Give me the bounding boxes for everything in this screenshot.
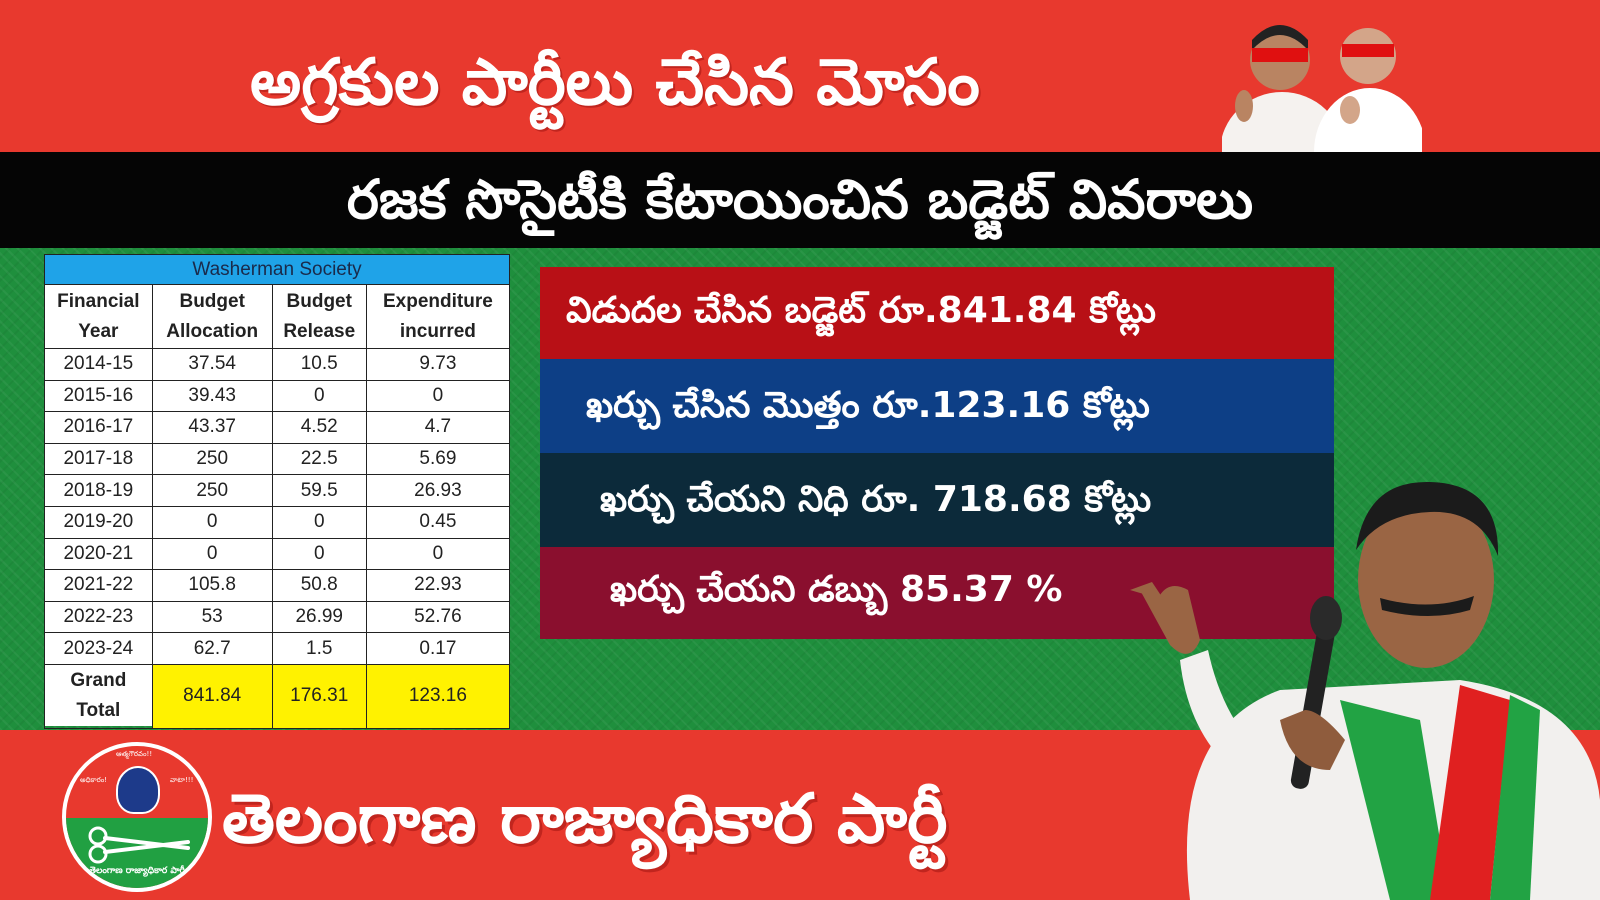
table-row: 2020-21 0 0 0 bbox=[44, 537, 511, 571]
column-header: Expenditure incurred bbox=[365, 284, 511, 349]
release-cell: 26.99 bbox=[271, 600, 367, 634]
allocation-cell: 250 bbox=[151, 474, 273, 507]
release-cell: 22.5 bbox=[271, 442, 367, 476]
expenditure-cell: 9.73 bbox=[365, 348, 511, 381]
speaker-photo bbox=[1130, 481, 1600, 900]
stat-unspent-fund: ఖర్చు చేయని నిధి రూ. 718.68 కోట్లు bbox=[540, 453, 1334, 547]
year-cell: 2019-20 bbox=[44, 505, 153, 539]
release-cell: 4.52 bbox=[271, 411, 367, 444]
allocation-cell: 250 bbox=[151, 442, 273, 476]
table-row: 2023-24 62.7 1.5 0.17 bbox=[44, 632, 511, 665]
year-cell: 2014-15 bbox=[44, 348, 153, 381]
expenditure-cell: 4.7 bbox=[365, 411, 511, 444]
year-cell: 2017-18 bbox=[44, 442, 153, 476]
year-cell: 2021-22 bbox=[44, 569, 153, 602]
release-cell: 0 bbox=[271, 379, 367, 413]
total-allocation: 841.84 bbox=[151, 663, 273, 729]
table-row: 2021-22 105.8 50.8 22.93 bbox=[44, 569, 511, 602]
release-cell: 0 bbox=[271, 537, 367, 571]
release-cell: 59.5 bbox=[271, 474, 367, 507]
release-cell: 0 bbox=[271, 505, 367, 539]
expenditure-cell: 22.93 bbox=[365, 569, 511, 602]
budget-table: Washerman Society Financial Year Budget Al… bbox=[44, 254, 511, 729]
fist-emblem-icon bbox=[116, 766, 160, 814]
table-row: 2018-19 250 59.5 26.93 bbox=[44, 474, 511, 507]
expenditure-cell: 0.45 bbox=[365, 505, 511, 539]
allocation-cell: 37.54 bbox=[151, 348, 273, 381]
table-row: 2014-15 37.54 10.5 9.73 bbox=[44, 348, 511, 381]
stat-unspent-percent: ఖర్చు చేయని డబ్బు 85.37 % bbox=[540, 547, 1334, 639]
year-cell: 2016-17 bbox=[44, 411, 153, 444]
table-row: 2019-20 0 0 0.45 bbox=[44, 505, 511, 539]
expenditure-cell: 26.93 bbox=[365, 474, 511, 507]
allocation-cell: 0 bbox=[151, 505, 273, 539]
leaders-photo bbox=[1222, 25, 1422, 152]
party-name: తెలంగాణ రాజ్యాధికార పార్టీ bbox=[222, 780, 948, 859]
column-header: Budget Release bbox=[271, 284, 367, 349]
logo-slogan-top: ఆత్మగౌరవం!! bbox=[116, 750, 153, 758]
scissors-icon bbox=[88, 826, 190, 864]
column-header: Financial Year bbox=[44, 284, 153, 349]
table-row: 2015-16 39.43 0 0 bbox=[44, 379, 511, 413]
grand-total-row: Grand Total 841.84 176.31 123.16 bbox=[44, 663, 511, 729]
year-cell: 2023-24 bbox=[44, 632, 153, 665]
table-row: 2017-18 250 22.5 5.69 bbox=[44, 442, 511, 476]
release-cell: 1.5 bbox=[271, 632, 367, 665]
allocation-cell: 105.8 bbox=[151, 569, 273, 602]
total-expenditure: 123.16 bbox=[365, 663, 511, 729]
stat-spent-amount: ఖర్చు చేసిన మొత్తం రూ.123.16 కోట్లు bbox=[540, 359, 1334, 453]
column-header: Budget Allocation bbox=[151, 284, 273, 349]
expenditure-cell: 5.69 bbox=[365, 442, 511, 476]
expenditure-cell: 52.76 bbox=[365, 600, 511, 634]
logo-slogan-left: అధికారం! bbox=[80, 776, 108, 784]
total-release: 176.31 bbox=[271, 663, 367, 729]
allocation-cell: 43.37 bbox=[151, 411, 273, 444]
year-cell: 2018-19 bbox=[44, 474, 153, 507]
table-row: 2016-17 43.37 4.52 4.7 bbox=[44, 411, 511, 444]
party-logo: ఆత్మగౌరవం!! అధికారం! వాటా!!! తెలంగాణ రాజ… bbox=[62, 742, 212, 892]
expenditure-cell: 0 bbox=[365, 379, 511, 413]
year-cell: 2015-16 bbox=[44, 379, 153, 413]
grand-total-label: Grand Total bbox=[44, 663, 153, 729]
year-cell: 2020-21 bbox=[44, 537, 153, 571]
expenditure-cell: 0.17 bbox=[365, 632, 511, 665]
logo-text: తెలంగాణ రాజ్యాధికార పార్టీ bbox=[88, 866, 185, 876]
allocation-cell: 39.43 bbox=[151, 379, 273, 413]
stat-released-budget: విడుదల చేసిన బడ్జెట్ రూ.841.84 కోట్లు bbox=[540, 267, 1334, 359]
logo-slogan-right: వాటా!!! bbox=[170, 776, 194, 784]
table-caption: Washerman Society bbox=[44, 254, 510, 285]
table-row: 2022-23 53 26.99 52.76 bbox=[44, 600, 511, 634]
subtitle-banner: రజక సొసైటీకి కేటాయించిన బడ్జెట్ వివరాలు bbox=[0, 152, 1600, 248]
expenditure-cell: 0 bbox=[365, 537, 511, 571]
allocation-cell: 62.7 bbox=[151, 632, 273, 665]
subtitle: రజక సొసైటీకి కేటాయించిన బడ్జెట్ వివరాలు bbox=[346, 168, 1254, 231]
year-cell: 2022-23 bbox=[44, 600, 153, 634]
release-cell: 50.8 bbox=[271, 569, 367, 602]
allocation-cell: 53 bbox=[151, 600, 273, 634]
allocation-cell: 0 bbox=[151, 537, 273, 571]
main-title: అగ్రకుల పార్టీలు చేసిన మోసం bbox=[250, 46, 980, 120]
release-cell: 10.5 bbox=[271, 348, 367, 381]
